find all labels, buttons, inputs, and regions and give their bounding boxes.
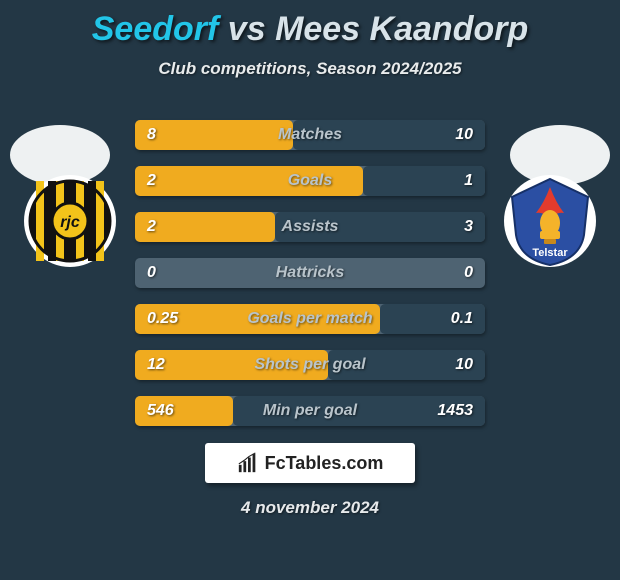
stat-value-right: 3 xyxy=(452,212,485,242)
vs-separator: vs xyxy=(228,10,266,48)
roda-jc-badge-svg: rjc xyxy=(22,173,118,269)
stat-row: 0 0Hattricks xyxy=(135,258,485,288)
stat-value-left: 12 xyxy=(135,350,177,380)
stat-value-right: 1 xyxy=(452,166,485,196)
fctables-label: FcTables.com xyxy=(265,453,384,474)
svg-text:rjc: rjc xyxy=(60,214,80,231)
stat-value-left: 0.25 xyxy=(135,304,190,334)
stat-row: 1210Shots per goal xyxy=(135,350,485,380)
player1-name: Seedorf xyxy=(92,10,219,48)
player2-club-badge: Telstar xyxy=(502,173,598,269)
stat-value-right: 0.1 xyxy=(439,304,485,334)
footer-date: 4 november 2024 xyxy=(0,498,620,518)
svg-text:Telstar: Telstar xyxy=(532,247,568,259)
stat-row: 5461453Min per goal xyxy=(135,396,485,426)
stat-row: 0.250.1Goals per match xyxy=(135,304,485,334)
stat-value-left: 2 xyxy=(135,166,168,196)
chart-icon xyxy=(237,452,259,474)
stat-value-left: 546 xyxy=(135,396,186,426)
stat-value-left: 2 xyxy=(135,212,168,242)
stat-value-right: 0 xyxy=(452,258,485,288)
telstar-badge-svg: Telstar xyxy=(502,173,598,269)
player2-name: Mees Kaandorp xyxy=(275,10,528,48)
stats-container: 810Matches21Goals23Assists00Hattricks0.2… xyxy=(135,120,485,426)
stat-value-right: 10 xyxy=(443,120,485,150)
stat-row: 810Matches xyxy=(135,120,485,150)
page-title: Seedorf vs Mees Kaandorp xyxy=(0,0,620,49)
stat-row: 21Goals xyxy=(135,166,485,196)
player1-club-badge: rjc xyxy=(22,173,118,269)
stat-value-left: 8 xyxy=(135,120,168,150)
stat-label: Hattricks xyxy=(135,258,485,288)
stat-value-right: 1453 xyxy=(425,396,485,426)
stat-value-right: 10 xyxy=(443,350,485,380)
stat-value-left: 0 xyxy=(135,258,168,288)
fctables-logo[interactable]: FcTables.com xyxy=(205,443,415,483)
stat-row: 23Assists xyxy=(135,212,485,242)
stat-fill-left xyxy=(135,166,363,196)
subtitle: Club competitions, Season 2024/2025 xyxy=(0,59,620,79)
